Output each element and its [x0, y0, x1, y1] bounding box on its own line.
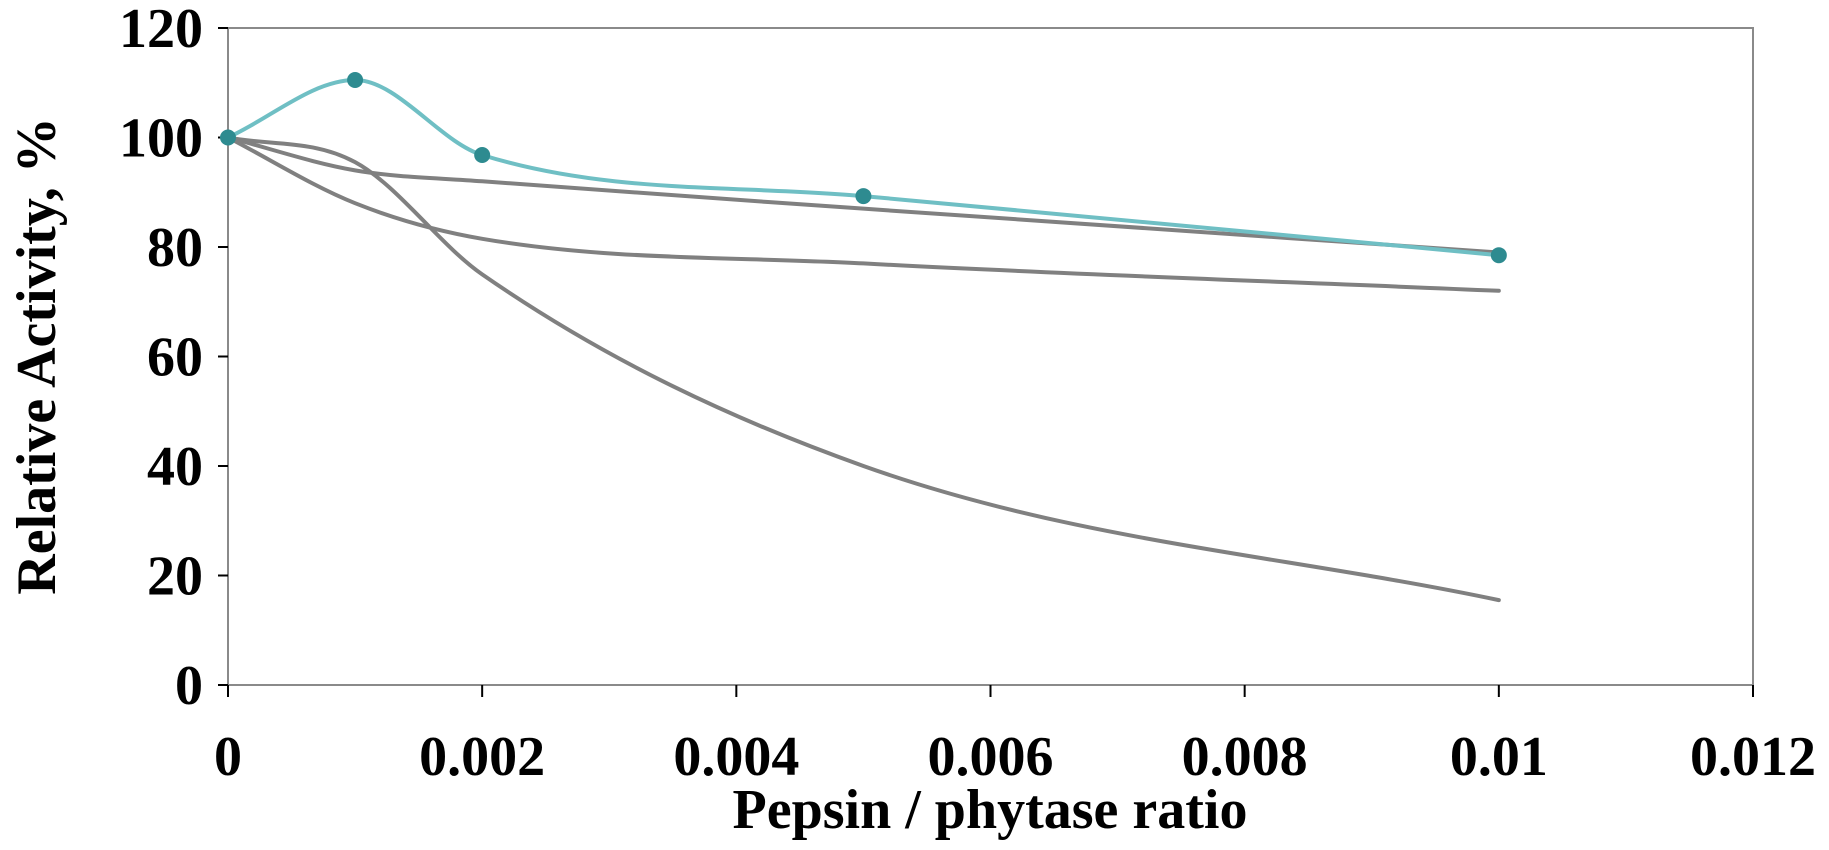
x-axis-ticks: 0 0.002 0.004 0.006 0.008 0.01 0.012	[214, 685, 1816, 788]
data-point	[220, 129, 236, 146]
x-tick-label: 0	[214, 726, 242, 788]
y-tick-label: 0	[175, 655, 203, 717]
x-tick-label: 0.004	[673, 726, 799, 788]
y-tick-label: 100	[119, 108, 203, 170]
series-line	[226, 135, 1501, 293]
data-point	[1490, 247, 1507, 264]
y-tick-label: 60	[147, 327, 203, 389]
y-tick-label: 20	[147, 546, 203, 608]
data-point	[855, 188, 872, 205]
x-axis-title: Pepsin / phytase ratio	[733, 779, 1248, 841]
y-tick-label: 120	[119, 0, 203, 60]
series-layer	[220, 72, 1507, 603]
data-point	[474, 147, 491, 164]
x-tick-label: 0.01	[1450, 726, 1548, 788]
x-tick-label: 0.006	[928, 726, 1054, 788]
x-tick-label: 0.002	[419, 726, 545, 788]
y-axis-title: Relative Activity, %	[6, 117, 68, 594]
y-tick-label: 40	[147, 436, 203, 498]
data-point	[347, 72, 364, 89]
y-tick-label: 80	[147, 217, 203, 279]
x-tick-label: 0.012	[1690, 726, 1816, 788]
plot-area-frame	[227, 27, 1754, 686]
series-line	[226, 135, 1501, 603]
y-axis-ticks: 0 20 40 60 80 100 120	[119, 0, 228, 717]
x-tick-label: 0.008	[1182, 726, 1308, 788]
series-line	[226, 135, 1501, 255]
